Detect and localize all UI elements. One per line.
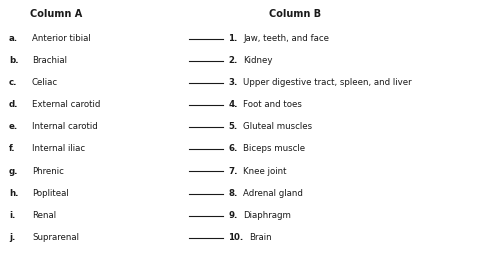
Text: Anterior tibial: Anterior tibial — [32, 34, 91, 43]
Text: 4.: 4. — [228, 100, 238, 109]
Text: Phrenic: Phrenic — [32, 167, 64, 176]
Text: Suprarenal: Suprarenal — [32, 233, 79, 242]
Text: h.: h. — [9, 189, 18, 198]
Text: c.: c. — [9, 78, 17, 87]
Text: 8.: 8. — [228, 189, 238, 198]
Text: 7.: 7. — [228, 167, 238, 176]
Text: d.: d. — [9, 100, 18, 109]
Text: Biceps muscle: Biceps muscle — [243, 144, 305, 153]
Text: j.: j. — [9, 233, 15, 242]
Text: Column A: Column A — [30, 9, 82, 19]
Text: Brain: Brain — [249, 233, 272, 242]
Text: 6.: 6. — [228, 144, 238, 153]
Text: 10.: 10. — [228, 233, 244, 242]
Text: 2.: 2. — [228, 56, 238, 65]
Text: Gluteal muscles: Gluteal muscles — [243, 122, 312, 131]
Text: g.: g. — [9, 167, 18, 176]
Text: Internal carotid: Internal carotid — [32, 122, 98, 131]
Text: 3.: 3. — [228, 78, 238, 87]
Text: f.: f. — [9, 144, 15, 153]
Text: e.: e. — [9, 122, 18, 131]
Text: 9.: 9. — [228, 211, 238, 220]
Text: Adrenal gland: Adrenal gland — [243, 189, 303, 198]
Text: External carotid: External carotid — [32, 100, 100, 109]
Text: Jaw, teeth, and face: Jaw, teeth, and face — [243, 34, 329, 43]
Text: Foot and toes: Foot and toes — [243, 100, 302, 109]
Text: Column B: Column B — [269, 9, 321, 19]
Text: Renal: Renal — [32, 211, 56, 220]
Text: Celiac: Celiac — [32, 78, 58, 87]
Text: Popliteal: Popliteal — [32, 189, 69, 198]
Text: Internal iliac: Internal iliac — [32, 144, 85, 153]
Text: b.: b. — [9, 56, 19, 65]
Text: 5.: 5. — [228, 122, 238, 131]
Text: Diaphragm: Diaphragm — [243, 211, 291, 220]
Text: Brachial: Brachial — [32, 56, 67, 65]
Text: a.: a. — [9, 34, 18, 43]
Text: Upper digestive tract, spleen, and liver: Upper digestive tract, spleen, and liver — [243, 78, 411, 87]
Text: Kidney: Kidney — [243, 56, 273, 65]
Text: i.: i. — [9, 211, 15, 220]
Text: 1.: 1. — [228, 34, 238, 43]
Text: Knee joint: Knee joint — [243, 167, 287, 176]
